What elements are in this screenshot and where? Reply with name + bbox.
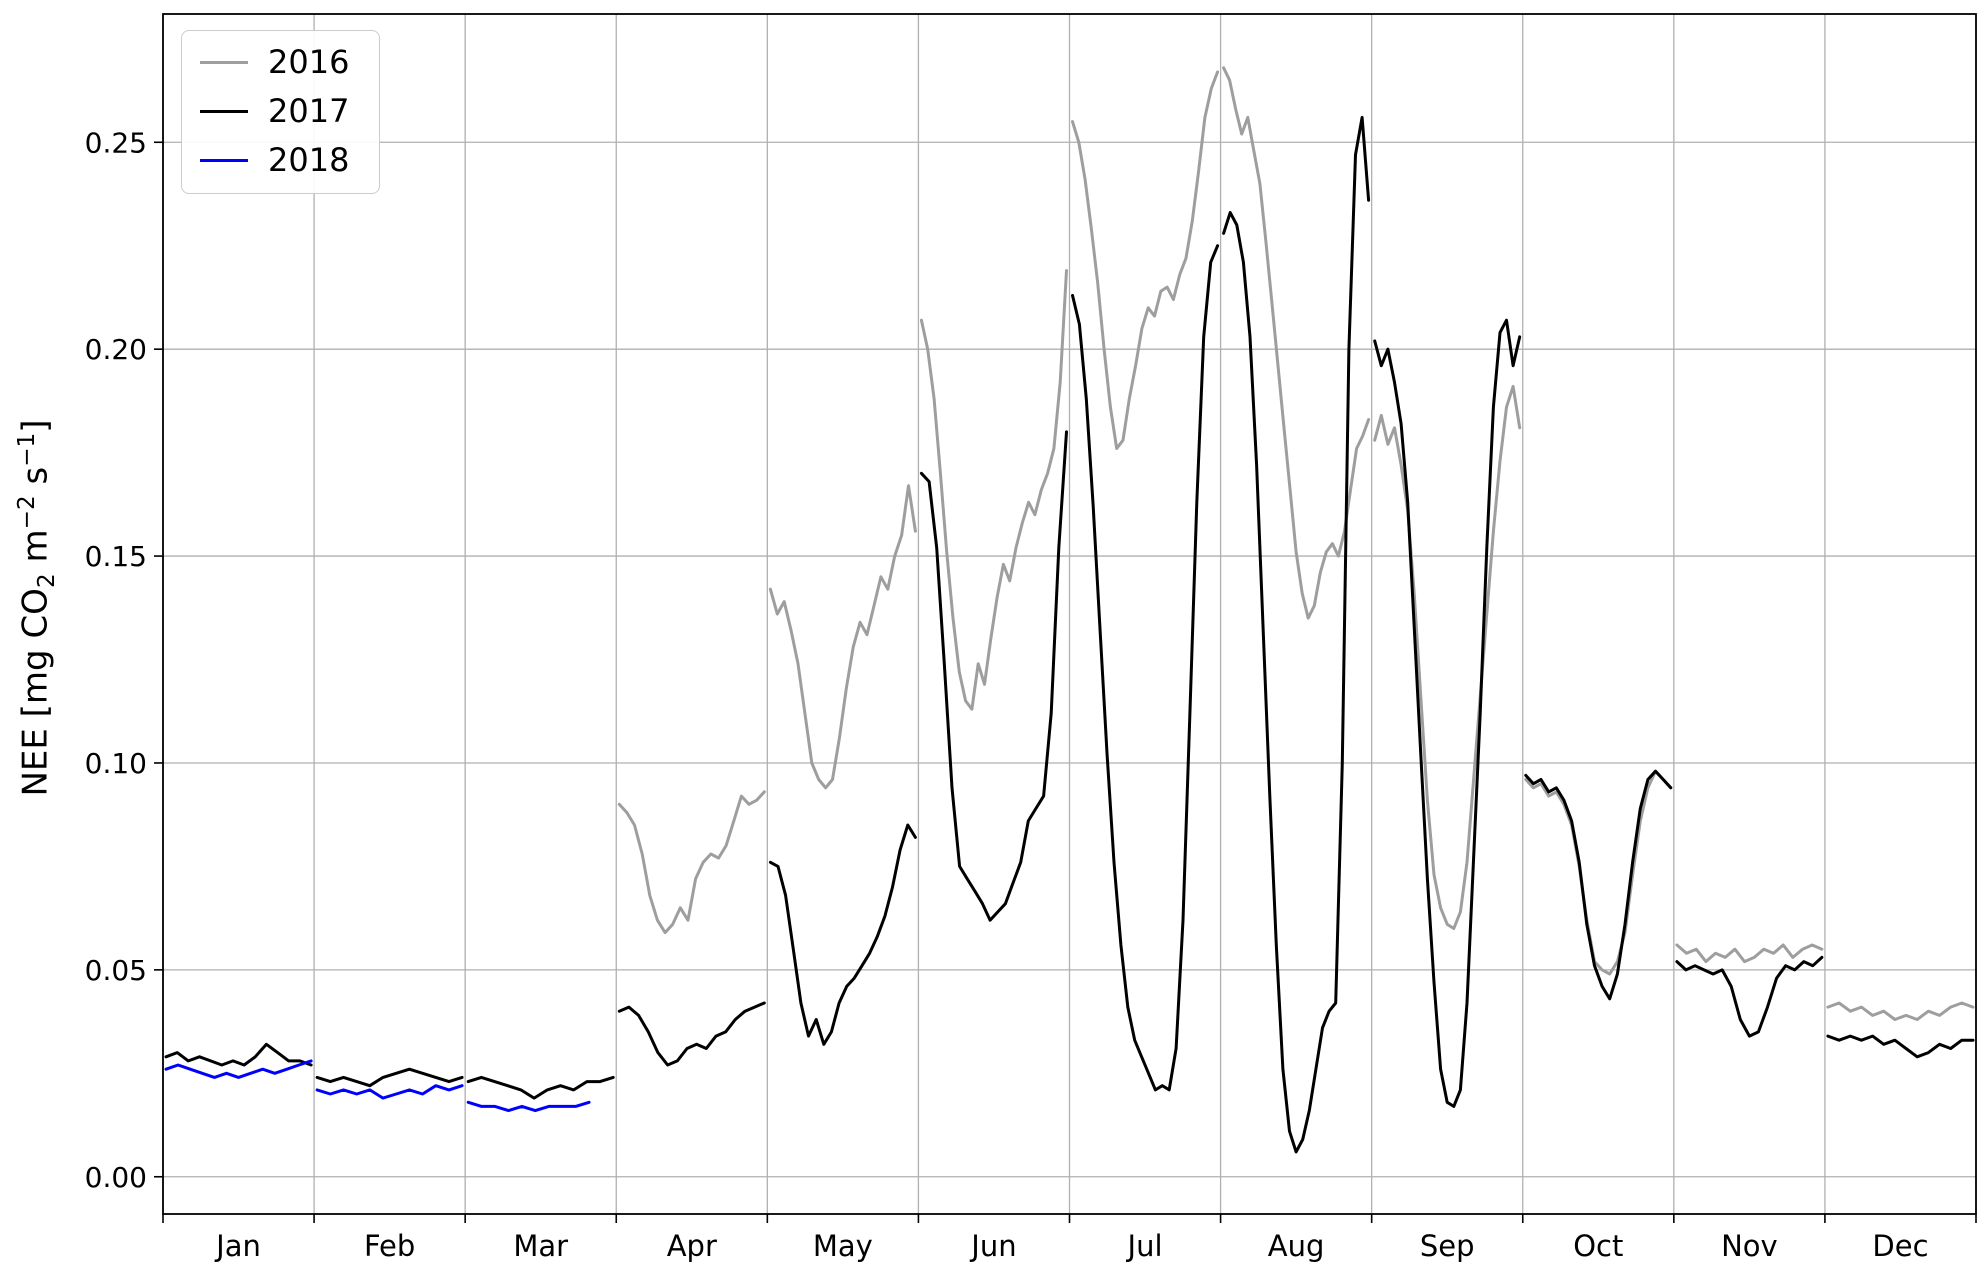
svg-text:Nov: Nov [1721,1229,1778,1263]
y-axis-label-text: ] [15,419,56,433]
svg-text:May: May [813,1229,873,1263]
legend: 2016 2017 2018 [181,30,381,194]
svg-text:Sep: Sep [1420,1229,1475,1263]
y-axis-label-text: m [15,529,56,574]
svg-text:0.10: 0.10 [85,747,147,780]
legend-label-2016: 2016 [268,43,350,81]
legend-item-2016: 2016 [200,43,350,81]
svg-text:0.20: 0.20 [85,333,147,366]
y-axis-label-sub2: 2 [34,573,61,589]
svg-text:Jan: Jan [214,1229,261,1263]
svg-text:Jul: Jul [1126,1229,1163,1263]
svg-text:Feb: Feb [364,1229,415,1263]
svg-text:Dec: Dec [1872,1229,1928,1263]
svg-text:Apr: Apr [667,1229,717,1263]
legend-line-2016 [200,61,248,65]
svg-text:0.00: 0.00 [85,1161,147,1194]
svg-text:Jun: Jun [969,1229,1016,1263]
svg-text:0.15: 0.15 [85,540,147,573]
svg-text:Mar: Mar [513,1229,568,1263]
y-axis-label-text: NEE [mg CO [15,588,56,797]
legend-line-2018 [200,159,248,163]
svg-text:0.25: 0.25 [85,126,147,159]
y-axis-label-sup-m2: −2 [13,495,40,530]
svg-text:Oct: Oct [1573,1229,1623,1263]
legend-line-2017 [200,110,248,114]
y-axis-label: NEE [mg CO2 m−2 s−1] [14,419,60,796]
legend-label-2018: 2018 [268,141,350,180]
y-axis-label-text: s [15,466,56,496]
svg-text:0.05: 0.05 [85,954,147,987]
legend-item-2018: 2018 [200,143,349,178]
svg-text:Aug: Aug [1268,1229,1325,1263]
legend-item-2017: 2017 [200,92,350,131]
y-axis-label-sup-s1: −1 [13,432,40,467]
legend-label-2017: 2017 [268,92,350,131]
